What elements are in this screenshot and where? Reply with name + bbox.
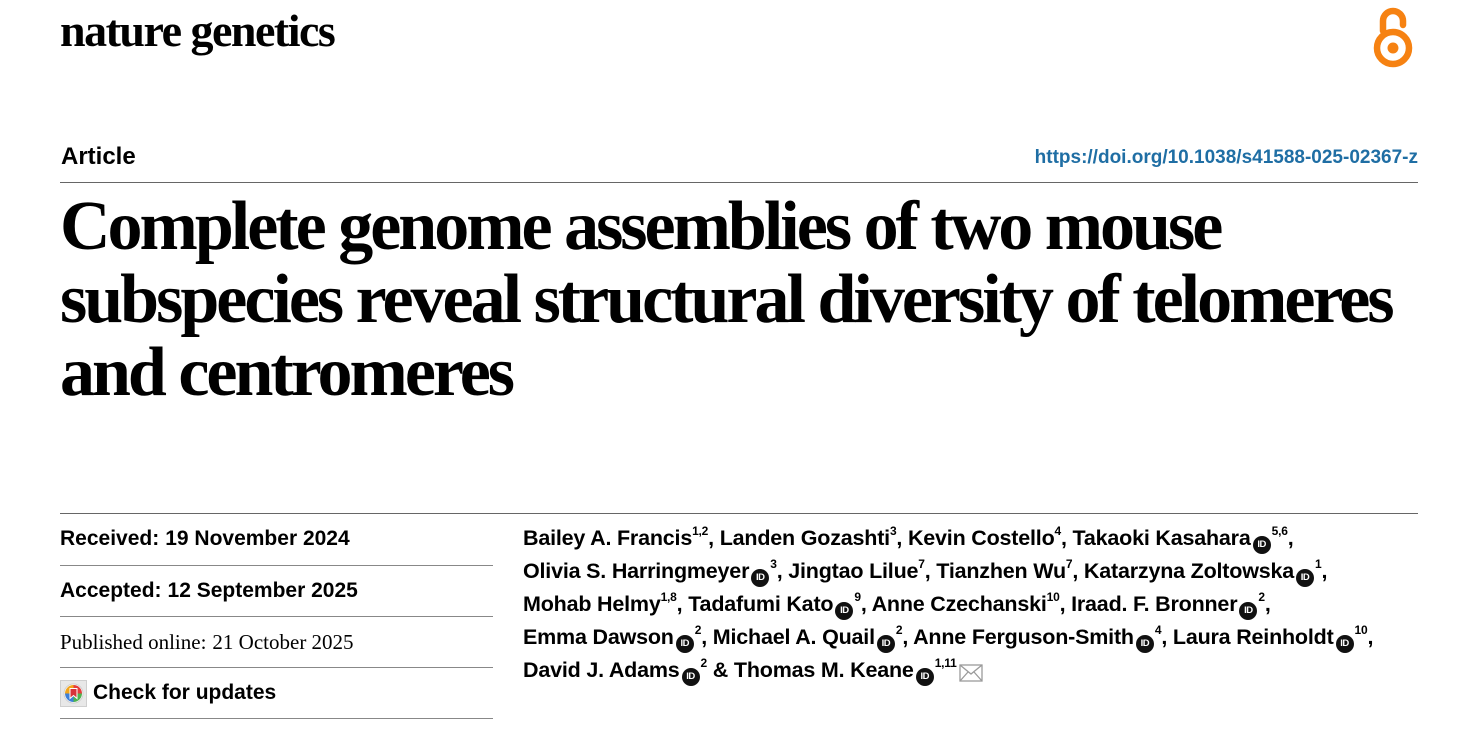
orcid-icon[interactable]: ID bbox=[1252, 536, 1271, 554]
affiliation-marker[interactable]: 3 bbox=[770, 556, 777, 571]
affiliation-marker[interactable]: 2 bbox=[700, 655, 708, 670]
author-name[interactable]: Landen Gozashti bbox=[719, 526, 890, 550]
author-thomas-m-keane[interactable]: Thomas M. Keane ID1,11 bbox=[733, 655, 983, 686]
author-anne-czechanski[interactable]: Anne Czechanski10 bbox=[871, 589, 1060, 616]
author-name[interactable]: Thomas M. Keane bbox=[733, 658, 914, 682]
affiliation-marker[interactable]: 1,11 bbox=[934, 655, 957, 670]
author-bailey-a-francis[interactable]: Bailey A. Francis1,2 bbox=[523, 523, 709, 550]
open-access-icon bbox=[1373, 7, 1413, 68]
affiliation-marker[interactable]: 9 bbox=[854, 589, 861, 604]
author-name[interactable]: Laura Reinholdt bbox=[1172, 625, 1334, 649]
affiliation-marker[interactable]: 7 bbox=[918, 556, 925, 571]
author-jingtao-lilue[interactable]: Jingtao Lilue7 bbox=[788, 556, 925, 583]
author-name[interactable]: Takaoki Kasahara bbox=[1072, 526, 1251, 550]
orcid-icon[interactable]: ID bbox=[681, 668, 700, 686]
affiliation-marker[interactable]: 7 bbox=[1065, 556, 1073, 571]
header-divider bbox=[60, 182, 1418, 183]
affiliation-marker[interactable]: 10 bbox=[1354, 622, 1368, 637]
accepted-date: Accepted: 12 September 2025 bbox=[60, 566, 493, 617]
author-name[interactable]: Bailey A. Francis bbox=[523, 526, 693, 550]
orcid-icon[interactable]: ID bbox=[1335, 635, 1354, 653]
author-name[interactable]: David J. Adams bbox=[523, 658, 680, 682]
affiliation-marker[interactable]: 4 bbox=[1054, 523, 1062, 538]
author-name[interactable]: Michael A. Quail bbox=[712, 625, 875, 649]
author-anne-ferguson-smith[interactable]: Anne Ferguson-Smith ID4 bbox=[913, 622, 1162, 653]
author-name[interactable]: Jingtao Lilue bbox=[788, 559, 919, 583]
article-type: Article bbox=[61, 143, 136, 170]
doi-link[interactable]: https://doi.org/10.1038/s41588-025-02367… bbox=[1034, 147, 1418, 168]
published-date: Published online: 21 October 2025 bbox=[60, 617, 493, 668]
author-iraad-f-bronner[interactable]: Iraad. F. Bronner ID2 bbox=[1071, 589, 1265, 620]
author-david-j-adams[interactable]: David J. Adams ID2 bbox=[523, 655, 708, 686]
author-tadafumi-kato[interactable]: Tadafumi Kato ID9 bbox=[688, 589, 861, 620]
crossmark-icon bbox=[60, 679, 87, 707]
affiliation-marker[interactable]: 2 bbox=[1258, 589, 1265, 604]
check-for-updates-button[interactable]: Check for updates bbox=[60, 668, 493, 719]
affiliation-marker[interactable]: 2 bbox=[694, 622, 702, 637]
author-name[interactable]: Katarzyna Zoltowska bbox=[1083, 559, 1294, 583]
author-landen-gozashti[interactable]: Landen Gozashti3 bbox=[719, 523, 897, 550]
orcid-icon[interactable]: ID bbox=[751, 569, 770, 587]
orcid-icon[interactable]: ID bbox=[1135, 635, 1154, 653]
author-name[interactable]: Tianzhen Wu bbox=[936, 559, 1066, 583]
author-kevin-costello[interactable]: Kevin Costello4 bbox=[907, 523, 1062, 550]
affiliation-marker[interactable]: 3 bbox=[889, 523, 897, 538]
section-divider bbox=[60, 513, 1418, 514]
journal-logo[interactable]: nature genetics bbox=[60, 5, 336, 56]
affiliation-marker[interactable]: 1,2 bbox=[692, 523, 709, 538]
author-name[interactable]: Iraad. F. Bronner bbox=[1071, 592, 1238, 616]
affiliation-marker[interactable]: 5,6 bbox=[1271, 523, 1288, 538]
author-name[interactable]: Tadafumi Kato bbox=[688, 592, 834, 616]
author-olivia-s-harringmeyer[interactable]: Olivia S. Harringmeyer ID3 bbox=[523, 556, 777, 587]
author-name[interactable]: Anne Ferguson-Smith bbox=[913, 625, 1134, 649]
author-michael-a-quail[interactable]: Michael A. Quail ID2 bbox=[712, 622, 903, 653]
orcid-icon[interactable]: ID bbox=[876, 635, 895, 653]
affiliation-marker[interactable]: 10 bbox=[1046, 589, 1060, 604]
author-list: Bailey A. Francis1,2, Landen Gozashti3, … bbox=[523, 522, 1423, 687]
affiliation-marker[interactable]: 2 bbox=[895, 622, 903, 637]
author-mohab-helmy[interactable]: Mohab Helmy1,8 bbox=[523, 589, 677, 616]
article-dates: Received: 19 November 2024 Accepted: 12 … bbox=[60, 513, 493, 719]
author-name[interactable]: Mohab Helmy bbox=[523, 592, 661, 616]
author-name[interactable]: Emma Dawson bbox=[523, 625, 674, 649]
author-takaoki-kasahara[interactable]: Takaoki Kasahara ID5,6 bbox=[1072, 523, 1288, 554]
orcid-icon[interactable]: ID bbox=[835, 602, 854, 620]
author-laura-reinholdt[interactable]: Laura Reinholdt ID10 bbox=[1172, 622, 1368, 653]
affiliation-marker[interactable]: 1 bbox=[1315, 556, 1322, 571]
author-name[interactable]: Kevin Costello bbox=[907, 526, 1055, 550]
orcid-icon[interactable]: ID bbox=[915, 668, 934, 686]
author-katarzyna-zoltowska[interactable]: Katarzyna Zoltowska ID1 bbox=[1083, 556, 1322, 587]
orcid-icon[interactable]: ID bbox=[1239, 602, 1258, 620]
orcid-icon[interactable]: ID bbox=[675, 635, 694, 653]
mail-icon[interactable] bbox=[958, 664, 983, 682]
orcid-icon[interactable]: ID bbox=[1296, 569, 1314, 587]
author-name[interactable]: Anne Czechanski bbox=[871, 592, 1047, 616]
article-title: Complete genome assemblies of two mouse … bbox=[60, 188, 1395, 411]
affiliation-marker[interactable]: 1,8 bbox=[660, 589, 677, 604]
author-name[interactable]: Olivia S. Harringmeyer bbox=[523, 559, 750, 583]
author-emma-dawson[interactable]: Emma Dawson ID2 bbox=[523, 622, 702, 653]
received-date: Received: 19 November 2024 bbox=[60, 513, 493, 566]
author-tianzhen-wu[interactable]: Tianzhen Wu7 bbox=[936, 556, 1073, 583]
affiliation-marker[interactable]: 4 bbox=[1154, 622, 1162, 637]
